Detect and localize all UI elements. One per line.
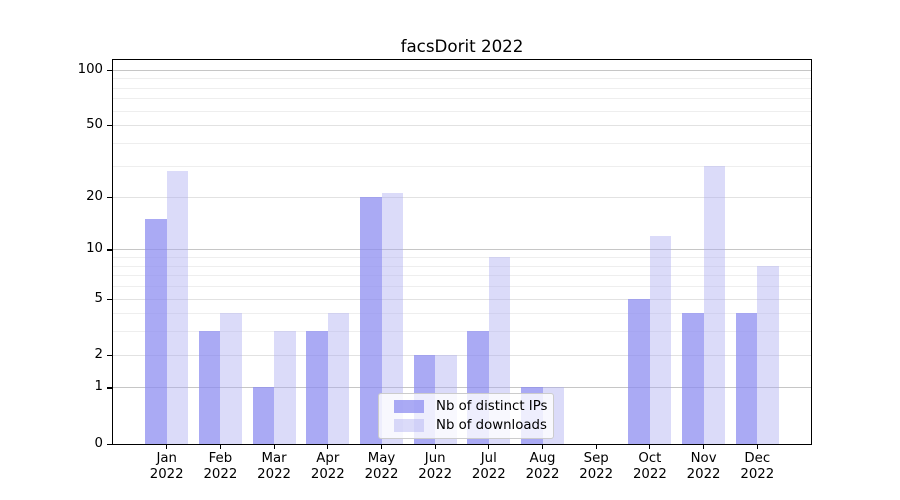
x-tick-mark-jul	[488, 444, 490, 449]
gridline-major-1	[113, 387, 811, 389]
gridline-minor-8	[113, 265, 811, 267]
x-tick-mark-mar	[273, 444, 275, 449]
x-tick-mark-jan	[166, 444, 168, 449]
x-tick-label-jan: Jan 2022	[149, 451, 184, 482]
x-tick-mark-apr	[327, 444, 329, 449]
bar-jan-downloads	[166, 170, 189, 444]
y-tick-mark-0	[107, 443, 112, 445]
gridline-minor-30	[113, 165, 811, 167]
x-tick-label-jul: Jul 2022	[471, 451, 506, 482]
bar-feb-ips	[198, 331, 221, 444]
bar-oct-downloads	[649, 235, 672, 444]
x-tick-label-apr: Apr 2022	[310, 451, 345, 482]
x-tick-label-aug: Aug 2022	[525, 451, 560, 482]
y-tick-mark-20	[107, 197, 112, 199]
x-tick-label-feb: Feb 2022	[203, 451, 238, 482]
y-tick-mark-5	[107, 298, 112, 300]
x-tick-mark-may	[380, 444, 383, 449]
x-tick-label-sep: Sep 2022	[579, 451, 614, 482]
y-tick-label-1: 1	[94, 379, 103, 395]
y-tick-label-10: 10	[86, 241, 103, 257]
x-tick-mark-nov	[703, 444, 705, 449]
gridline-mid-50	[113, 125, 811, 127]
y-tick-mark-100	[107, 69, 112, 72]
bar-jan-ips	[145, 219, 167, 444]
gridline-minor-3	[113, 331, 811, 333]
gridline-minor-70	[113, 98, 811, 100]
legend-swatch-distinct-ips	[394, 400, 424, 413]
gridline-major-10	[113, 249, 811, 251]
bar-dec-downloads	[757, 265, 779, 444]
x-tick-label-nov: Nov 2022	[686, 451, 721, 482]
bar-may-ips	[360, 197, 382, 444]
x-tick-label-oct: Oct 2022	[632, 451, 667, 482]
bar-nov-downloads	[703, 165, 726, 444]
bar-apr-ips	[306, 331, 328, 444]
y-tick-label-100: 100	[77, 61, 103, 77]
bar-dec-ips	[735, 313, 758, 444]
plot-area	[112, 59, 812, 445]
gridline-minor-6	[113, 286, 811, 287]
y-tick-label-2: 2	[94, 346, 103, 362]
x-tick-label-mar: Mar 2022	[257, 451, 292, 482]
gridline-major-100	[113, 69, 811, 71]
gridline-mid-20	[113, 197, 811, 198]
legend: Nb of distinct IPs Nb of downloads	[378, 393, 554, 439]
gridline-minor-9	[113, 257, 811, 259]
x-tick-label-may: May 2022	[364, 451, 399, 482]
legend-item-distinct-ips: Nb of distinct IPs	[394, 397, 553, 416]
x-tick-mark-feb	[219, 444, 221, 449]
gridline-minor-80	[113, 87, 811, 89]
y-tick-mark-50	[107, 125, 112, 127]
bar-mar-downloads	[274, 331, 296, 444]
bar-apr-downloads	[327, 313, 350, 444]
x-tick-mark-oct	[649, 444, 651, 449]
gridline-minor-60	[113, 110, 811, 112]
x-tick-mark-sep	[595, 444, 597, 449]
bar-may-downloads	[381, 193, 403, 444]
y-tick-mark-10	[107, 249, 112, 251]
y-tick-mark-1	[107, 387, 112, 389]
x-tick-label-dec: Dec 2022	[740, 451, 775, 482]
gridline-minor-7	[113, 275, 811, 277]
legend-label-distinct-ips: Nb of distinct IPs	[436, 399, 548, 414]
y-tick-label-0: 0	[94, 435, 103, 451]
y-tick-label-50: 50	[86, 117, 103, 133]
bar-oct-ips	[628, 298, 650, 444]
x-tick-mark-dec	[756, 444, 758, 449]
legend-item-downloads: Nb of downloads	[394, 416, 553, 435]
bar-nov-ips	[682, 313, 704, 444]
gridline-minor-90	[113, 78, 811, 80]
x-tick-mark-aug	[541, 444, 544, 449]
gridline-mid-2	[113, 354, 811, 356]
gridline-minor-4	[113, 313, 811, 315]
y-tick-mark-2	[107, 354, 112, 356]
bar-mar-ips	[252, 387, 275, 444]
legend-swatch-downloads	[394, 419, 424, 432]
x-tick-mark-jun	[434, 444, 436, 449]
gridline-minor-40	[113, 142, 811, 144]
legend-label-downloads: Nb of downloads	[436, 418, 547, 433]
y-tick-label-5: 5	[94, 290, 103, 306]
y-tick-label-20: 20	[86, 189, 103, 204]
gridline-mid-5	[113, 298, 811, 300]
bar-feb-downloads	[220, 313, 242, 444]
chart-title: facsDorit 2022	[400, 36, 524, 56]
x-tick-label-jun: Jun 2022	[418, 451, 453, 482]
